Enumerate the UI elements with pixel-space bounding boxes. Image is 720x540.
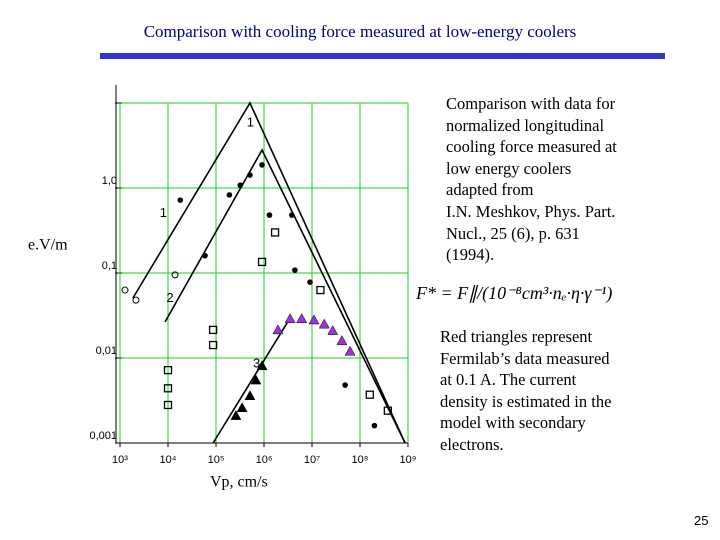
theory-curve — [132, 101, 406, 444]
x-tick-label: 10⁷ — [304, 454, 320, 466]
data-point — [236, 402, 248, 412]
data-point — [307, 279, 313, 285]
data-point — [259, 162, 265, 168]
data-point — [163, 365, 173, 375]
data-point — [208, 340, 218, 350]
data-point — [318, 318, 330, 329]
text-line: model with secondary — [440, 413, 586, 433]
data-point — [163, 384, 173, 393]
text-line: (1994). — [446, 245, 495, 265]
x-axis-label: Vp, cm/s — [210, 474, 268, 491]
theory-curve — [164, 148, 406, 444]
data-point — [266, 212, 273, 218]
x-tick-label: 10⁴ — [160, 454, 177, 466]
slide-title: Comparison with cooling force measured a… — [143, 22, 577, 41]
data-point — [230, 410, 242, 420]
description: Comparison with data for normalized longi… — [446, 93, 617, 266]
data-point — [256, 360, 268, 371]
data-point — [272, 324, 284, 335]
data-point — [132, 296, 140, 304]
data-point — [208, 325, 218, 335]
text-line: I.N. Meshkov, Phys. Part. — [446, 201, 616, 221]
data-point — [202, 252, 208, 259]
data-point — [250, 374, 262, 385]
x-tick-label: 10⁹ — [400, 454, 417, 466]
x-tick-label: 10⁸ — [352, 454, 369, 466]
data-point — [289, 212, 295, 218]
formula: F* = F∥/(10⁻⁸cm³·nₑ·η·γ⁻¹) — [416, 283, 613, 303]
data-point — [365, 390, 374, 399]
text-line: density is estimated in the — [440, 391, 612, 411]
data-point — [257, 257, 267, 267]
data-point — [284, 313, 296, 323]
data-point — [163, 400, 173, 410]
title-rule — [100, 53, 665, 59]
note: Red triangles represent Fermilab’s data m… — [440, 326, 611, 456]
y-tick-label: 0,01 — [96, 345, 117, 357]
text-line: at 0.1 A. The current — [440, 370, 577, 390]
page-number: 25 — [694, 513, 709, 528]
curve-label: 1 — [160, 205, 167, 220]
data-point — [171, 271, 179, 279]
theory-curve — [212, 317, 291, 444]
data-point — [342, 382, 348, 388]
data-point — [296, 313, 308, 323]
data-point — [292, 267, 298, 273]
y-tick-label: 1,0 — [102, 175, 117, 187]
text-line: Nucl., 25 (6), p. 631 — [446, 223, 580, 243]
data-point — [237, 182, 244, 188]
text-line: adapted from — [446, 180, 534, 200]
y-axis-label: e.V/m — [28, 237, 68, 254]
data-point — [270, 228, 280, 237]
curve-label: 3 — [253, 355, 260, 370]
text-line: normalized longitudinal — [446, 115, 605, 135]
data-point — [336, 335, 348, 345]
text-line: Fermilab’s data measured — [440, 348, 610, 368]
data-point — [344, 345, 356, 356]
data-point — [316, 285, 325, 295]
data-point — [226, 192, 233, 198]
data-point — [247, 172, 253, 178]
x-tick-label: 10⁶ — [256, 454, 273, 466]
x-tick-label: 10³ — [112, 454, 128, 466]
data-point — [308, 314, 320, 325]
curve-label: 2 — [166, 290, 173, 305]
y-tick-label: 0,001 — [89, 430, 117, 442]
text-line: Red triangles represent — [440, 327, 593, 346]
curve-label: 1 — [247, 115, 254, 130]
text-line: cooling force measured at — [446, 137, 617, 157]
y-tick-label: 0,1 — [102, 260, 117, 272]
text-line: Comparison with data for — [446, 94, 616, 113]
data-point — [244, 390, 256, 400]
data-point — [383, 406, 392, 415]
data-point — [327, 325, 339, 335]
text-line: low energy coolers — [446, 158, 572, 178]
data-point — [371, 422, 378, 429]
text-line: electrons. — [440, 434, 504, 454]
x-tick-label: 10⁵ — [208, 454, 225, 466]
data-point — [121, 286, 129, 294]
data-point — [177, 197, 184, 203]
